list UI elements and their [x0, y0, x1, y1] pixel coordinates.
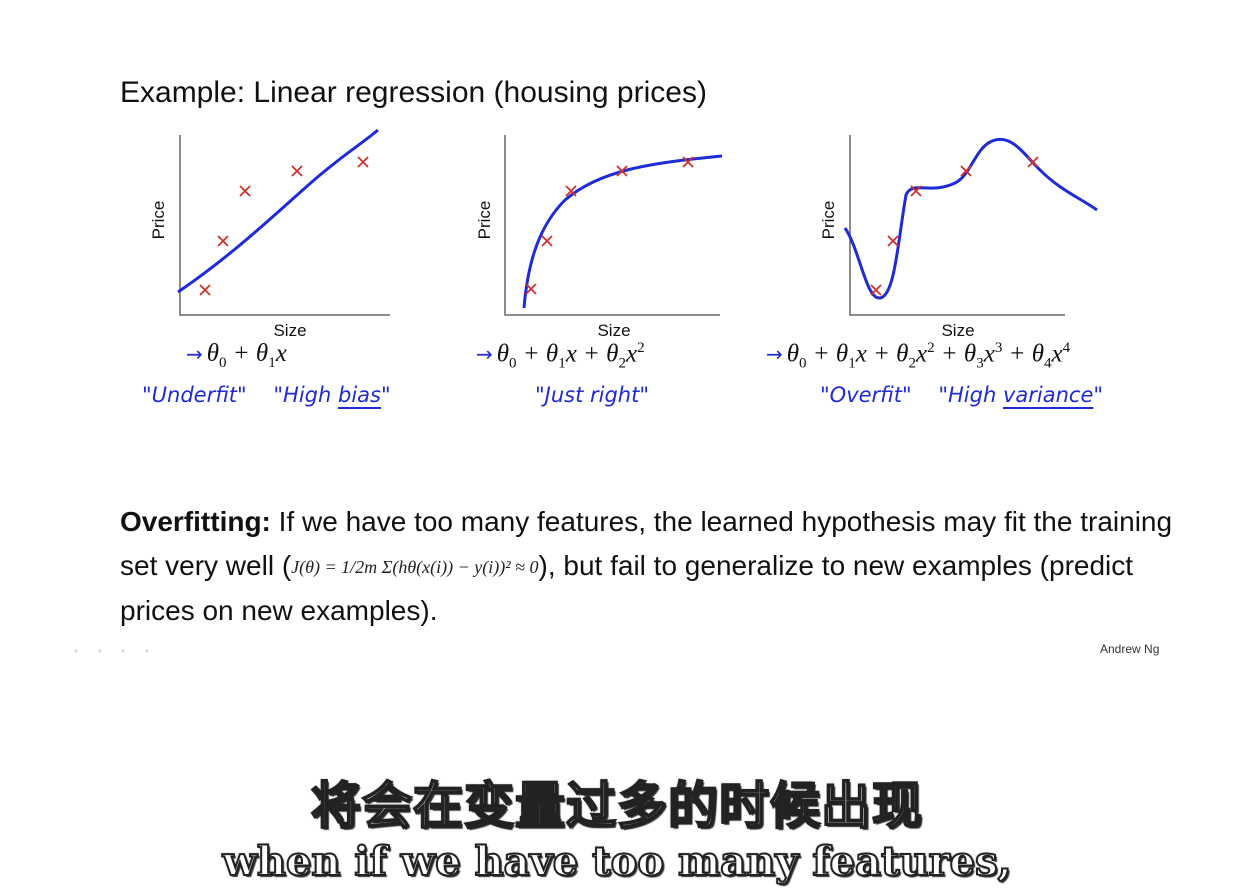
- author-credit: Andrew Ng: [1100, 642, 1160, 656]
- overfitting-text-part1: If we have too many features, the learne…: [120, 506, 1173, 581]
- plot3-curve: [843, 137, 1098, 300]
- data-point-marker: [887, 235, 899, 247]
- plot-underfit: Size Price: [149, 128, 390, 340]
- plots-figure: Size Price Size Price Size Price: [149, 128, 1098, 340]
- note-high-variance-end: ": [1093, 383, 1104, 407]
- cost-function-formula: J(θ) = 1/2m Σ(hθ(x(i)) − y(i))² ≈ 0: [291, 557, 539, 577]
- plot1-ylabel: Price: [149, 201, 168, 240]
- note-bias-underlined: bias: [338, 383, 381, 407]
- data-point-marker: [1027, 156, 1039, 168]
- data-point-marker: [291, 165, 303, 177]
- arrow-icon: →: [766, 342, 783, 367]
- plot1-curve: [177, 128, 379, 294]
- overfitting-text-part2: ), but fail to generalize to new example…: [120, 550, 1134, 626]
- note-underfit-label: "Underfit": [142, 383, 247, 407]
- formula-just-right: → θ0 + θ1x + θ2x2: [476, 340, 645, 372]
- arrow-icon: →: [186, 342, 203, 366]
- data-point-marker: [960, 165, 972, 177]
- data-point-marker: [525, 283, 537, 295]
- plot3-ylabel: Price: [819, 201, 838, 240]
- plot3-markers: [870, 156, 1039, 296]
- data-point-marker: [870, 284, 882, 296]
- data-point-marker: [910, 185, 922, 197]
- formula-overfit: → θ0 + θ1x + θ2x2 + θ3x3 + θ4x4: [766, 340, 1071, 372]
- formula-underfit: → θ0 + θ1x: [186, 340, 287, 371]
- plot3-xlabel: Size: [941, 321, 974, 340]
- data-point-marker: [217, 235, 229, 247]
- subtitle-chinese: 将会在变量过多的时候出现: [310, 776, 923, 836]
- note-variance-underlined: variance: [1002, 383, 1094, 407]
- note-high-variance-label: "High: [938, 383, 1003, 407]
- data-point-marker: [616, 165, 628, 177]
- plot1-xlabel: Size: [273, 321, 306, 340]
- note-just-right-label: "Just right": [535, 383, 650, 407]
- overfitting-term: Overfitting:: [120, 506, 271, 537]
- note-overfit-label: "Overfit": [820, 383, 912, 407]
- data-point-marker: [682, 156, 694, 168]
- note-underfit: "Underfit" "High bias": [142, 383, 391, 407]
- slide-title: Example: Linear regression (housing pric…: [120, 76, 707, 109]
- data-point-marker: [565, 185, 577, 197]
- note-just-right: "Just right": [535, 383, 649, 407]
- plot-just-right: Size Price: [475, 135, 723, 340]
- data-point-marker: [357, 156, 369, 168]
- data-point-marker: [199, 284, 211, 296]
- decorative-dots: • • • •: [74, 644, 157, 658]
- plot2-axes: [504, 135, 720, 316]
- plot-overfit: Size Price: [819, 135, 1098, 340]
- plot1-axes: [179, 135, 390, 316]
- plot2-ylabel: Price: [475, 201, 494, 240]
- subtitle-english: when if we have too many features,: [221, 837, 1012, 886]
- plot3-axes: [849, 135, 1065, 316]
- plot2-xlabel: Size: [597, 321, 630, 340]
- note-overfit: "Overfit" "High variance": [820, 383, 1103, 407]
- plot2-curve: [522, 154, 723, 309]
- overfitting-paragraph: Overfitting: If we have too many feature…: [120, 500, 1180, 633]
- plot2-markers: [525, 156, 694, 295]
- note-high-bias-label: "High: [273, 383, 338, 407]
- plot1-markers: [199, 156, 369, 296]
- data-point-marker: [239, 185, 251, 197]
- data-point-marker: [541, 235, 553, 247]
- note-high-bias-end: ": [380, 383, 391, 407]
- arrow-icon: →: [476, 342, 493, 367]
